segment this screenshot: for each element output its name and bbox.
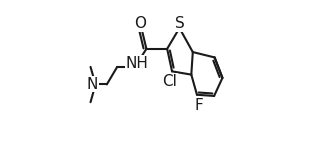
Text: NH: NH (126, 56, 149, 71)
Text: O: O (134, 16, 146, 31)
Text: Cl: Cl (162, 74, 177, 89)
Text: S: S (175, 16, 185, 31)
Text: F: F (195, 98, 204, 113)
Text: N: N (86, 77, 98, 92)
